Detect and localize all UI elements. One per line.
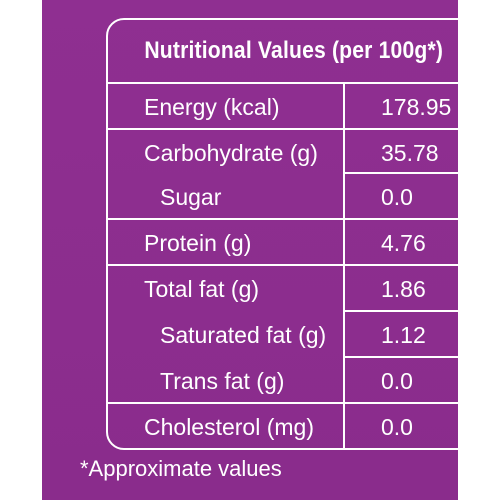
row-label: Saturated fat (g) <box>160 322 327 348</box>
row-value: 178.95 <box>381 94 452 120</box>
row-value: 1.12 <box>381 322 426 348</box>
row-value: 35.78 <box>381 140 439 166</box>
table-row-carbohydrate: Carbohydrate (g) 35.78 <box>108 130 480 176</box>
row-label: Cholesterol (mg) <box>144 414 314 440</box>
table-row-protein: Protein (g) 4.76 <box>108 220 480 266</box>
row-divider <box>343 310 480 312</box>
row-label: Protein (g) <box>144 230 252 256</box>
nutrition-table: Nutritional Values (per 100g*) Energy (k… <box>106 18 482 450</box>
row-divider <box>108 218 480 220</box>
table-row-sugar: Sugar 0.0 <box>108 174 480 220</box>
row-value: 1.86 <box>381 276 426 302</box>
row-divider <box>108 128 480 130</box>
row-value: 0.0 <box>381 368 413 394</box>
table-row-total-fat: Total fat (g) 1.86 <box>108 266 480 312</box>
row-divider <box>343 172 480 174</box>
table-title: Nutritional Values (per 100g*) <box>144 37 444 64</box>
row-divider <box>108 264 480 266</box>
row-value: 0.0 <box>381 184 413 210</box>
table-header: Nutritional Values (per 100g*) <box>108 20 480 84</box>
table-row-trans-fat: Trans fat (g) 0.0 <box>108 358 480 404</box>
row-label: Trans fat (g) <box>160 368 285 394</box>
row-label: Energy (kcal) <box>144 94 280 120</box>
footnote: *Approximate values <box>80 456 282 481</box>
row-value: 4.76 <box>381 230 426 256</box>
row-label: Carbohydrate (g) <box>144 140 318 166</box>
row-label: Sugar <box>160 184 222 210</box>
row-divider <box>343 356 480 358</box>
label-panel: Nutritional Values (per 100g*) Energy (k… <box>42 0 482 500</box>
row-label: Total fat (g) <box>144 276 260 302</box>
table-row-cholesterol: Cholesterol (mg) 0.0 <box>108 404 480 448</box>
table-row-energy: Energy (kcal) 178.95 <box>108 84 480 130</box>
table-row-saturated-fat: Saturated fat (g) 1.12 <box>108 312 480 358</box>
row-value: 0.0 <box>381 414 413 440</box>
row-divider <box>108 402 480 404</box>
